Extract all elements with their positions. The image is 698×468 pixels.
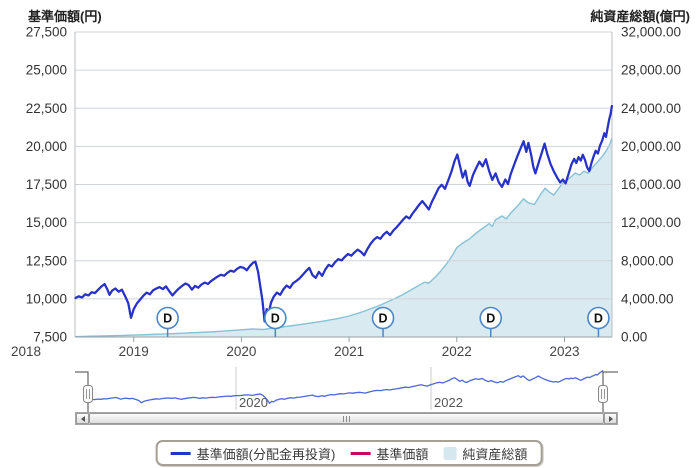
x-axis-tick-label: 2022: [442, 344, 472, 359]
d-marker-circle[interactable]: [371, 306, 395, 330]
legend-item-nav[interactable]: 基準価額: [350, 444, 428, 463]
scrollbar-grip-icon: [346, 415, 347, 422]
nav-reinvested-line: [74, 104, 614, 323]
left-axis-tick-label: 20,000: [26, 139, 67, 154]
x-axis-tick-label: 2018: [11, 344, 41, 359]
scrollbar-grip-icon: [343, 415, 344, 422]
net-assets-boundary-line: [75, 137, 613, 338]
legend-label: 基準価額(分配金再投資): [196, 446, 336, 462]
legend-label: 純資産総額: [462, 446, 528, 462]
right-axis-tick-label: 4,000.00: [621, 291, 674, 306]
x-axis-tick-label: 2019: [119, 344, 149, 359]
right-axis-tick-label: 20,000.00: [621, 139, 681, 154]
d-marker-label: D: [594, 312, 603, 326]
legend-item-total-net-assets[interactable]: 純資産総額: [443, 444, 527, 463]
right-arrow-icon: [608, 415, 613, 422]
right-axis-tick-label: 32,000.00: [621, 25, 681, 40]
chart-canvas: 7,500 0.00 10,000 4,000.00 12,500 8,000.00 15,…: [11, 25, 681, 412]
right-axis-tick-label: 24,000.00: [621, 101, 681, 116]
left-axis-tick-label: 22,500: [26, 101, 67, 116]
scrollbar-right-button[interactable]: [604, 413, 617, 424]
blue-line-swatch: [170, 451, 191, 455]
legend-item-nav-reinvested[interactable]: 基準価額(分配金再投資): [170, 444, 336, 463]
navigator-year-label: 2020: [239, 395, 268, 410]
right-axis-title: 純資産総額(億円): [590, 9, 690, 24]
x-axis-tick-label: 2020: [226, 344, 256, 359]
navigator-mini-line: [87, 369, 604, 404]
area-swatch: [443, 446, 457, 460]
navigator-left-handle[interactable]: [83, 385, 93, 403]
left-axis-tick-label: 12,500: [26, 253, 67, 268]
left-axis-tick-label: 10,000: [26, 291, 67, 306]
d-marker-circle[interactable]: [264, 306, 287, 330]
left-axis-tick-label: 17,500: [26, 177, 67, 192]
left-axis-title: 基準価額(円): [28, 9, 102, 24]
scrollbar-grip-icon: [349, 415, 350, 422]
right-axis-tick-label: 8,000.00: [621, 253, 674, 268]
net-assets-area: [75, 137, 612, 337]
magenta-line-swatch: [350, 451, 371, 455]
d-marker-circle[interactable]: [156, 306, 179, 330]
left-axis-tick-label: 15,000: [26, 215, 67, 230]
chart-legend: 基準価額(分配金再投資) 基準価額 純資産総額: [155, 440, 543, 466]
scrollbar-left-button[interactable]: [76, 413, 89, 424]
right-axis-tick-label: 28,000.00: [621, 63, 681, 78]
right-axis-tick-label: 12,000.00: [621, 215, 681, 230]
left-axis-tick-label: 7,500: [33, 330, 67, 345]
scrollbar-thumb[interactable]: [89, 413, 604, 424]
x-axis-tick-label: 2021: [334, 344, 364, 359]
d-marker-label: D: [163, 312, 172, 326]
left-axis-tick-label: 25,000: [26, 63, 67, 78]
d-marker-circle[interactable]: [479, 306, 503, 330]
navigator-year-label: 2022: [434, 395, 463, 410]
navigator-right-handle[interactable]: [598, 385, 608, 403]
left-axis-tick-label: 27,500: [26, 25, 67, 40]
right-axis-tick-label: 16,000.00: [621, 177, 681, 192]
navigator-scrollbar[interactable]: [75, 412, 618, 425]
right-axis-tick-label: 0.00: [621, 330, 647, 345]
d-marker-label: D: [379, 312, 388, 326]
legend-label: 基準価額: [376, 446, 429, 462]
d-marker-circle[interactable]: [587, 306, 610, 330]
left-arrow-icon: [80, 415, 85, 422]
x-axis-tick-label: 2023: [549, 344, 579, 359]
d-marker-label: D: [271, 312, 280, 326]
d-marker-label: D: [486, 312, 495, 326]
